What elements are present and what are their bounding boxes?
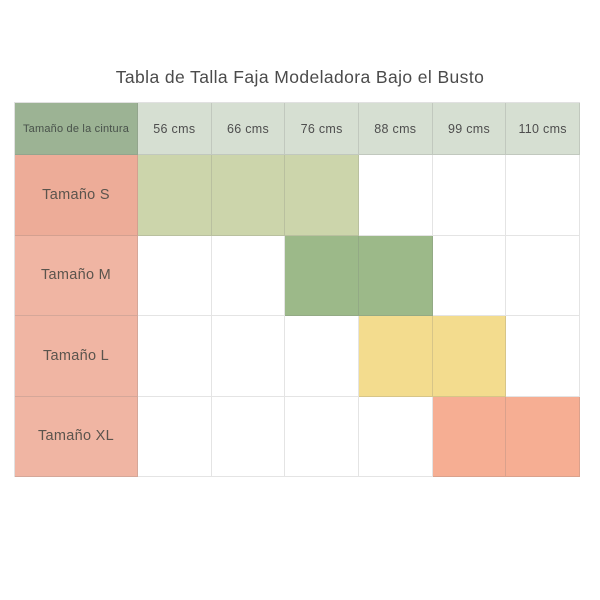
cell-m-76cms	[285, 235, 359, 316]
cell-s-110cms	[506, 155, 580, 236]
cell-xl-56cms	[138, 396, 212, 477]
cell-s-99cms	[432, 155, 507, 236]
cell-xl-88cms	[358, 396, 433, 477]
cell-m-99cms	[432, 235, 507, 316]
header-56cms: 56 cms	[138, 103, 212, 155]
row-label-m: Tamaño M	[15, 235, 138, 316]
header-waist-size: Tamaño de la cintura	[15, 103, 138, 155]
cell-xl-66cms	[211, 396, 286, 477]
header-76cms: 76 cms	[285, 103, 359, 155]
cell-l-76cms	[285, 316, 359, 397]
cell-m-110cms	[506, 235, 580, 316]
cell-l-56cms	[138, 316, 212, 397]
cell-xl-76cms	[285, 396, 359, 477]
header-110cms: 110 cms	[506, 103, 580, 155]
row-label-l: Tamaño L	[15, 316, 138, 397]
cell-s-88cms	[358, 155, 433, 236]
cell-xl-99cms	[432, 396, 507, 477]
cell-l-99cms	[432, 316, 507, 397]
cell-m-88cms	[358, 235, 433, 316]
row-label-s: Tamaño S	[15, 155, 138, 236]
cell-l-88cms	[358, 316, 433, 397]
row-label-xl: Tamaño XL	[15, 396, 138, 477]
header-99cms: 99 cms	[432, 103, 507, 155]
cell-m-56cms	[138, 235, 212, 316]
cell-s-76cms	[285, 155, 359, 236]
cell-s-56cms	[138, 155, 212, 236]
cell-xl-110cms	[506, 396, 580, 477]
cell-l-110cms	[506, 316, 580, 397]
cell-s-66cms	[211, 155, 286, 236]
header-88cms: 88 cms	[358, 103, 433, 155]
cell-m-66cms	[211, 235, 286, 316]
page-title: Tabla de Talla Faja Modeladora Bajo el B…	[115, 67, 485, 87]
size-table: Tamaño de la cintura 56 cms 66 cms 76 cm…	[14, 102, 580, 477]
cell-l-66cms	[211, 316, 286, 397]
header-66cms: 66 cms	[211, 103, 286, 155]
